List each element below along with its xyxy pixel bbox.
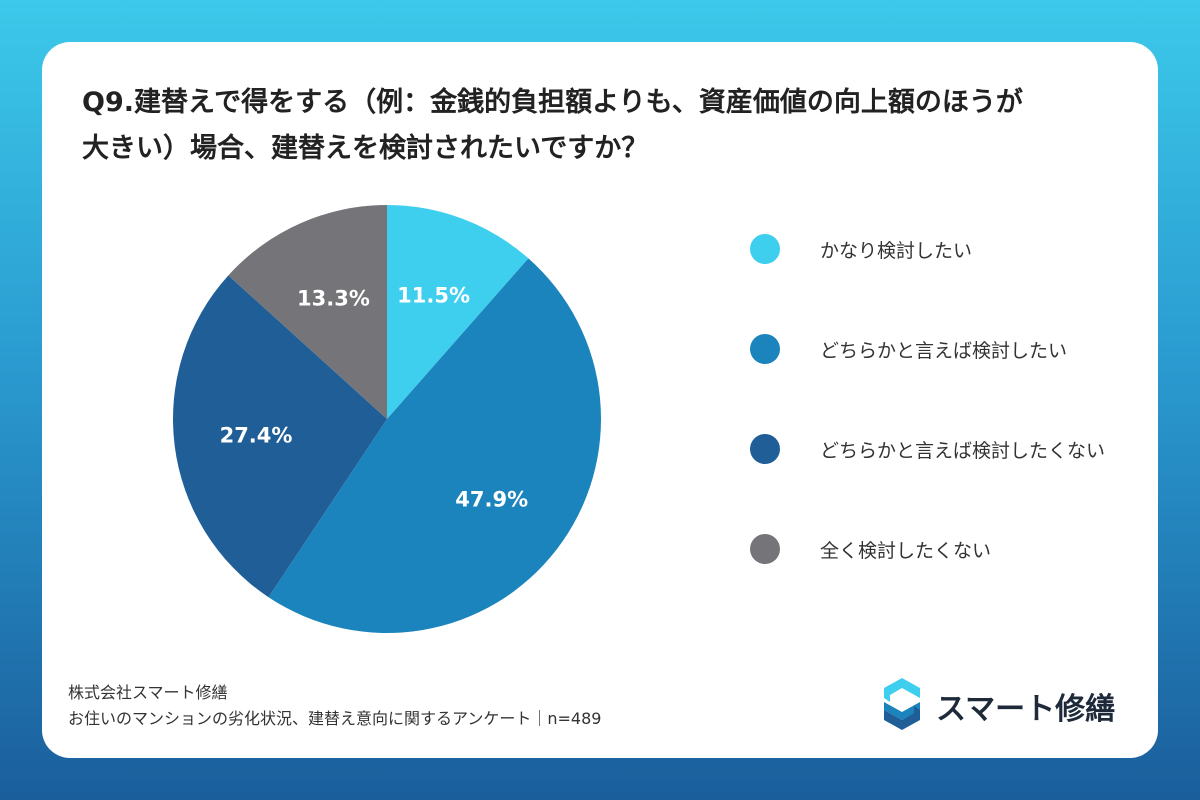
chart-card: Q9.建替えで得をする（例：金銭的負担額よりも、資産価値の向上額のほうが 大きい… [42, 42, 1158, 758]
footer-survey: お住いのマンションの劣化状況、建替え意向に関するアンケート｜n=489 [68, 709, 602, 728]
footer-company: 株式会社スマート修繕 [68, 683, 228, 702]
pie-slice-label-4: 13.3% [297, 286, 370, 310]
legend-swatch-2 [750, 334, 780, 364]
legend-swatch-1 [750, 234, 780, 264]
legend-label-3: どちらかと言えば検討したくない [820, 440, 1106, 462]
pie-slice-label-2: 47.9% [455, 487, 528, 511]
chart-footer: 株式会社スマート修繕 お住いのマンションの劣化状況、建替え意向に関するアンケート… [68, 680, 601, 732]
pie-slice-3 [172, 275, 387, 598]
legend-label-2: どちらかと言えば検討したい [820, 340, 1068, 362]
pie-slice-4 [228, 205, 387, 419]
pie-slice-2 [268, 258, 601, 633]
legend-swatch-4 [750, 534, 780, 564]
legend-swatch-3 [750, 434, 780, 464]
legend-label-4: 全く検討したくない [820, 540, 992, 562]
brand-name: スマート修繕 [936, 692, 1116, 727]
chart-title-line-2: 大きい）場合、建替えを検討されたいですか？ [82, 133, 649, 164]
pie-chart: 11.5% 47.9% 27.4% 13.3% [172, 205, 601, 633]
pie-slice-label-1: 11.5% [397, 284, 470, 308]
pie-slice-label-3: 27.4% [220, 423, 293, 447]
s-logo-icon [884, 678, 920, 730]
legend-label-1: かなり検討したい [820, 240, 973, 262]
pie-slice-1 [387, 205, 529, 419]
chart-title: Q9.建替えで得をする（例：金銭的負担額よりも、資産価値の向上額のほうが 大きい… [82, 80, 1122, 172]
chart-title-line-1: Q9.建替えで得をする（例：金銭的負担額よりも、資産価値の向上額のほうが [82, 87, 1023, 118]
